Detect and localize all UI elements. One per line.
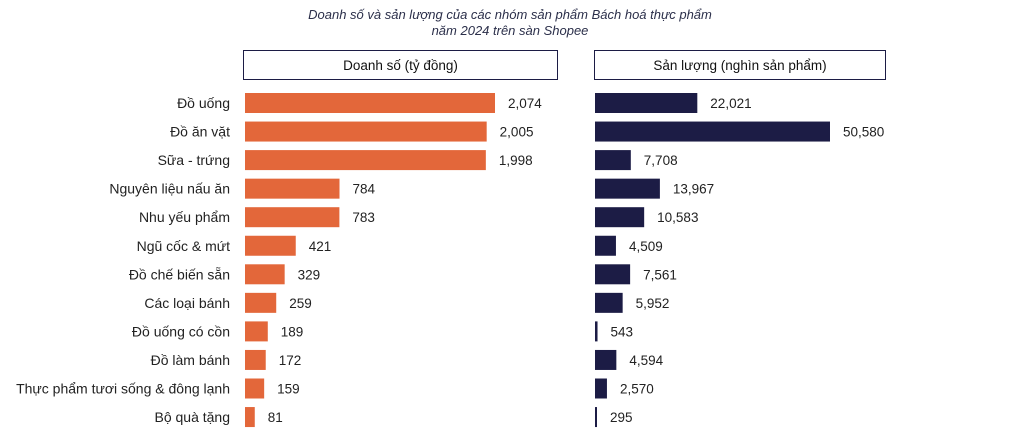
category-label: Đồ chế biến sẵn <box>129 266 230 282</box>
revenue-value-label: 421 <box>309 239 332 254</box>
volume-bar <box>595 407 597 428</box>
volume-bar <box>595 178 660 199</box>
volume-bar <box>595 207 645 228</box>
panel-header-revenue: Doanh số (tỷ đồng) <box>243 50 558 80</box>
category-label: Nguyên liệu nấu ăn <box>109 181 230 197</box>
category-label: Đồ làm bánh <box>151 352 230 368</box>
volume-value-label: 543 <box>611 324 634 339</box>
category-label: Ngũ cốc & mứt <box>137 238 231 254</box>
revenue-value-label: 2,005 <box>500 125 534 140</box>
revenue-value-label: 259 <box>289 296 312 311</box>
volume-value-label: 4,509 <box>629 239 663 254</box>
volume-value-label: 2,570 <box>620 382 654 397</box>
revenue-bar <box>245 93 495 113</box>
volume-bar <box>595 264 631 285</box>
volume-value-label: 295 <box>610 410 633 425</box>
revenue-value-label: 189 <box>281 324 304 339</box>
category-label: Nhu yếu phẩm <box>139 209 230 225</box>
chart-title-line-2: năm 2024 trên sàn Shopee <box>431 23 589 38</box>
revenue-value-label: 329 <box>298 267 321 282</box>
category-label: Các loại bánh <box>144 295 230 311</box>
revenue-value-label: 172 <box>279 353 302 368</box>
revenue-value-label: 784 <box>353 182 376 197</box>
volume-value-label: 5,952 <box>636 296 670 311</box>
revenue-bar <box>245 378 265 399</box>
volume-value-label: 10,583 <box>657 210 698 225</box>
revenue-bar <box>245 207 340 228</box>
volume-value-label: 7,708 <box>644 153 678 168</box>
revenue-bar <box>245 178 340 199</box>
volume-bar <box>595 93 698 113</box>
revenue-value-label: 159 <box>277 382 300 397</box>
revenue-bar <box>245 349 266 370</box>
revenue-bar <box>245 264 285 285</box>
volume-bar <box>595 378 607 399</box>
volume-bar <box>595 349 617 370</box>
revenue-bar <box>245 292 277 313</box>
volume-bar <box>595 292 623 313</box>
volume-bar <box>595 235 616 256</box>
volume-bar <box>595 121 830 142</box>
revenue-bar <box>245 235 296 256</box>
revenue-value-label: 783 <box>352 210 375 225</box>
volume-bar <box>595 321 598 342</box>
volume-value-label: 22,021 <box>710 96 751 111</box>
volume-value-label: 4,594 <box>629 353 663 368</box>
panel-header-volume: Sản lượng (nghìn sản phẩm) <box>594 50 886 80</box>
revenue-bar <box>245 121 487 142</box>
revenue-value-label: 2,074 <box>508 96 542 111</box>
revenue-bar <box>245 407 255 428</box>
revenue-value-label: 81 <box>268 410 283 425</box>
chart-title-line-1: Doanh số và sản lượng của các nhóm sản p… <box>308 7 712 22</box>
category-label: Bộ quà tặng <box>154 409 230 425</box>
revenue-bar <box>245 321 268 342</box>
volume-value-label: 7,561 <box>643 267 677 282</box>
volume-value-label: 13,967 <box>673 182 714 197</box>
volume-value-label: 50,580 <box>843 125 884 140</box>
category-label: Sữa - trứng <box>158 152 230 168</box>
category-label: Đồ uống <box>177 95 230 111</box>
category-label: Đồ ăn vặt <box>170 124 230 140</box>
category-label: Đồ uống có cồn <box>132 323 230 339</box>
revenue-value-label: 1,998 <box>499 153 533 168</box>
category-label: Thực phẩm tươi sống & đông lạnh <box>16 381 230 397</box>
volume-bar <box>595 150 631 171</box>
revenue-bar <box>245 150 486 171</box>
